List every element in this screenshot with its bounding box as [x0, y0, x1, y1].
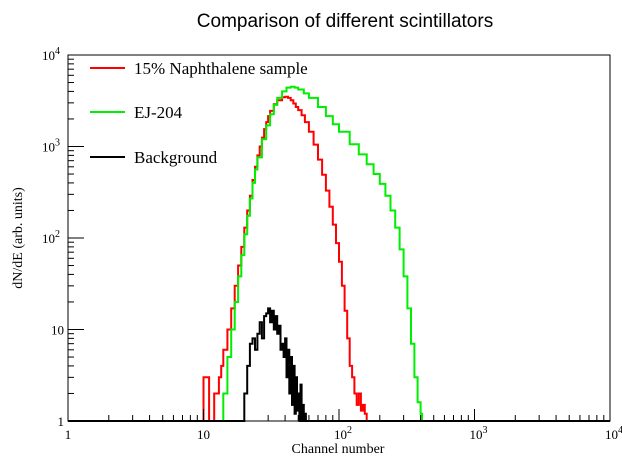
- x-axis-label: Channel number: [292, 442, 385, 457]
- x-tick-label: 103: [470, 425, 488, 442]
- legend-label-2: EJ-204: [134, 103, 183, 122]
- y-tick-label: 104: [42, 46, 60, 63]
- x-tick-label: 102: [334, 425, 352, 442]
- y-tick-label: 1: [58, 414, 65, 429]
- legend-label-1: 15% Naphthalene sample: [134, 59, 308, 78]
- chart-title: Comparison of different scintillators: [197, 11, 493, 32]
- y-axis-label: dN/dE (arb. units): [11, 187, 26, 289]
- x-tick-label: 1: [65, 427, 72, 442]
- series-line-3: [68, 307, 610, 422]
- series-line-2: [68, 85, 610, 422]
- legend: 15% Naphthalene sample EJ-204 Background: [90, 59, 308, 167]
- y-tick-label: 103: [42, 138, 60, 155]
- x-tick-label: 10: [197, 427, 210, 442]
- legend-label-3: Background: [134, 148, 218, 167]
- series-line-1: [68, 95, 610, 422]
- x-tick-label: 104: [605, 425, 622, 442]
- y-tick-label: 102: [42, 229, 60, 246]
- y-tick-label: 10: [51, 323, 64, 338]
- series-layer: [68, 85, 610, 422]
- tick-labels-layer: 1 10 102 103 104 1 10 102 103 104: [42, 46, 622, 442]
- ticks-layer: [67, 58, 605, 422]
